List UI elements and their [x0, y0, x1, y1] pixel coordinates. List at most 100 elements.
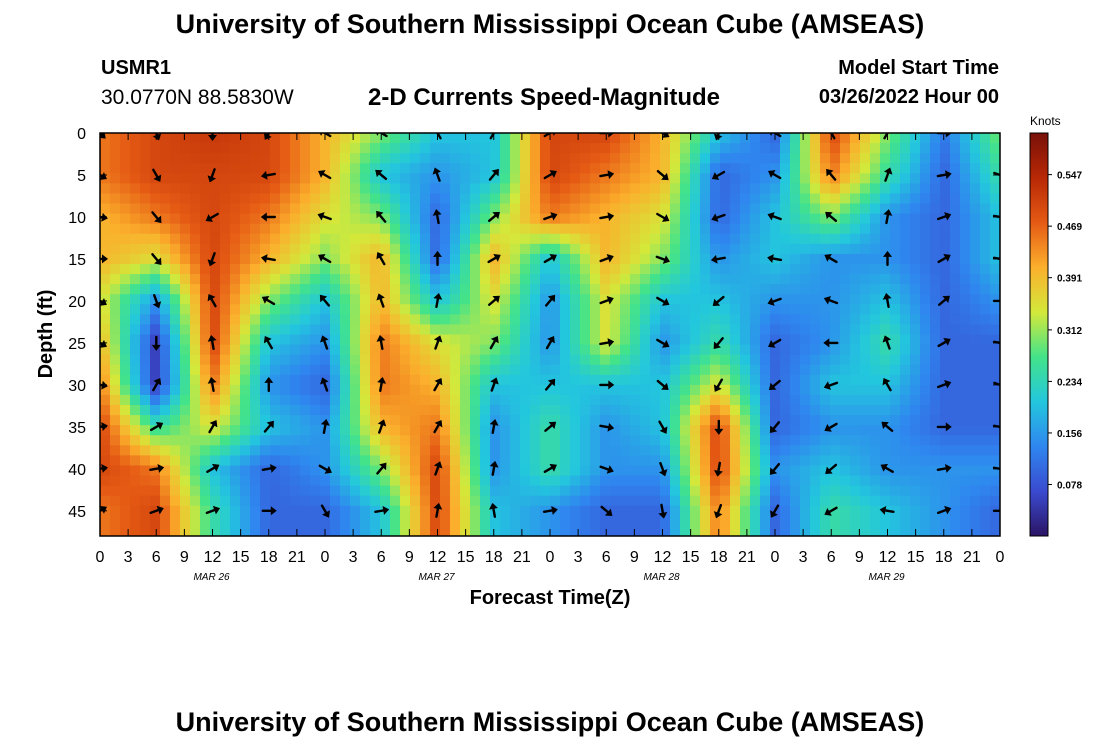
heatmap-cell: [740, 374, 751, 386]
heatmap-cell: [260, 324, 271, 336]
heatmap-cell: [550, 173, 561, 184]
heatmap-cell: [230, 364, 241, 376]
heatmap-cell: [200, 163, 211, 174]
heatmap-cell: [400, 284, 411, 295]
heatmap-cell: [850, 455, 861, 467]
heatmap-cell: [620, 475, 631, 487]
heatmap-cell: [510, 253, 521, 265]
heatmap-cell: [250, 213, 261, 225]
heatmap-cell: [730, 223, 741, 235]
heatmap-cell: [780, 405, 791, 416]
heatmap-cell: [350, 495, 361, 507]
heatmap-cell: [920, 445, 931, 456]
heatmap-cell: [170, 294, 181, 305]
heatmap-cell: [700, 384, 711, 396]
heatmap-cell: [660, 233, 671, 245]
heatmap-cell: [570, 344, 581, 356]
heatmap-cell: [830, 274, 841, 285]
heatmap-cell: [940, 344, 951, 356]
heatmap-cell: [160, 153, 171, 164]
heatmap-cell: [970, 334, 981, 346]
heatmap-cell: [430, 515, 441, 527]
heatmap-cell: [990, 274, 1000, 285]
heatmap-cell: [540, 495, 551, 507]
heatmap-cell: [500, 465, 511, 477]
heatmap-cell: [350, 263, 361, 275]
heatmap-cell: [590, 485, 601, 497]
heatmap-cell: [830, 475, 841, 487]
heatmap-cell: [280, 485, 291, 497]
heatmap-cell: [710, 394, 721, 406]
heatmap-cell: [530, 364, 541, 376]
heatmap-cell: [160, 243, 171, 255]
heatmap-cell: [710, 143, 721, 154]
heatmap-cell: [470, 253, 481, 265]
heatmap-cell: [100, 394, 111, 406]
heatmap-cell: [770, 223, 781, 235]
heatmap-cell: [450, 354, 461, 366]
heatmap-cell: [260, 415, 271, 426]
heatmap-cell: [150, 394, 161, 406]
heatmap-cell: [980, 294, 991, 305]
heatmap-cell: [650, 435, 661, 446]
heatmap-cell: [300, 294, 311, 305]
heatmap-cell: [120, 284, 131, 295]
heatmap-cell: [470, 455, 481, 467]
heatmap-cell: [190, 243, 201, 255]
heatmap-cell: [220, 304, 231, 315]
heatmap-cell: [900, 374, 911, 386]
heatmap-cell: [270, 213, 281, 225]
heatmap-cell: [470, 294, 481, 305]
heatmap-cell: [560, 163, 571, 174]
heatmap-cell: [980, 344, 991, 356]
heatmap-cell: [380, 284, 391, 295]
current-arrow: [320, 335, 329, 350]
heatmap-cell: [990, 243, 1000, 255]
heatmap-cell: [240, 485, 251, 497]
heatmap-cell: [720, 133, 731, 144]
heatmap-cell: [290, 435, 301, 446]
heatmap-cell: [260, 455, 271, 467]
heatmap-cell: [520, 253, 531, 265]
heatmap-cell: [620, 133, 631, 144]
heatmap-cell: [560, 505, 571, 517]
heatmap-cell: [640, 515, 651, 527]
heatmap-cell: [470, 405, 481, 416]
heatmap-cell: [340, 233, 351, 245]
heatmap-cell: [910, 163, 921, 174]
heatmap-cell: [200, 263, 211, 275]
heatmap-cell: [560, 525, 571, 536]
heatmap-cell: [710, 344, 721, 356]
heatmap-cell: [680, 243, 691, 255]
heatmap-cell: [290, 364, 301, 376]
heatmap-cell: [180, 525, 191, 536]
heatmap-cell: [430, 203, 441, 215]
heatmap-cell: [930, 263, 941, 275]
heatmap-cell: [290, 525, 301, 536]
heatmap-cell: [100, 515, 111, 527]
current-arrow: [599, 338, 615, 347]
heatmap-cell: [480, 344, 491, 356]
x-tick-label: 6: [827, 549, 836, 566]
heatmap-cell: [600, 284, 611, 295]
heatmap-cell: [780, 223, 791, 235]
current-arrow: [658, 461, 668, 477]
heatmap-cell: [180, 445, 191, 456]
heatmap-cell: [380, 143, 391, 154]
heatmap-cell: [400, 233, 411, 245]
heatmap-cell: [390, 133, 401, 144]
heatmap-cell: [470, 173, 481, 184]
heatmap-cell: [560, 374, 571, 386]
heatmap-cell: [920, 485, 931, 497]
heatmap-cell: [860, 475, 871, 487]
heatmap-cell: [750, 223, 761, 235]
heatmap-cell: [240, 163, 251, 174]
heatmap-cell: [840, 284, 851, 295]
heatmap-cell: [380, 153, 391, 164]
heatmap-cell: [110, 445, 121, 456]
heatmap-cell: [520, 405, 531, 416]
heatmap-cell: [440, 344, 451, 356]
heatmap-cell: [310, 465, 321, 477]
heatmap-cell: [960, 485, 971, 497]
heatmap-cell: [820, 334, 831, 346]
